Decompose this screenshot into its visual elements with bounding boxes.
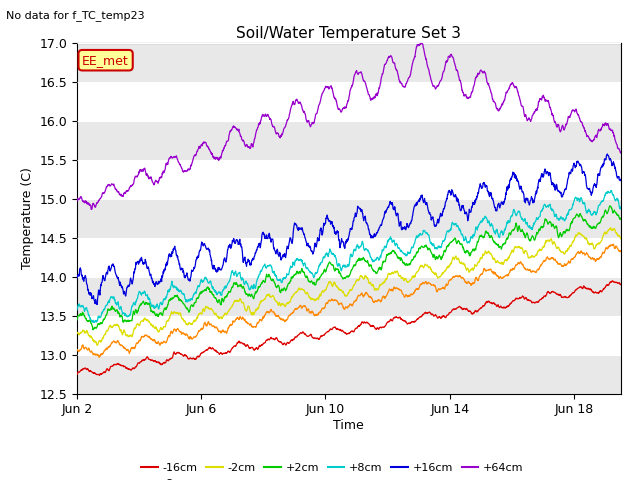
Bar: [77, 277, 621, 316]
Bar: [77, 43, 621, 82]
Bar: [77, 121, 621, 160]
Bar: [77, 199, 621, 238]
Title: Soil/Water Temperature Set 3: Soil/Water Temperature Set 3: [236, 25, 461, 41]
Y-axis label: Temperature (C): Temperature (C): [20, 168, 34, 269]
Legend: -16cm, -8cm, -2cm, +2cm, +8cm, +16cm, +64cm: -16cm, -8cm, -2cm, +2cm, +8cm, +16cm, +6…: [137, 459, 528, 480]
Text: EE_met: EE_met: [82, 54, 129, 67]
X-axis label: Time: Time: [333, 419, 364, 432]
Bar: [77, 355, 621, 394]
Text: No data for f_TC_temp23: No data for f_TC_temp23: [6, 10, 145, 21]
